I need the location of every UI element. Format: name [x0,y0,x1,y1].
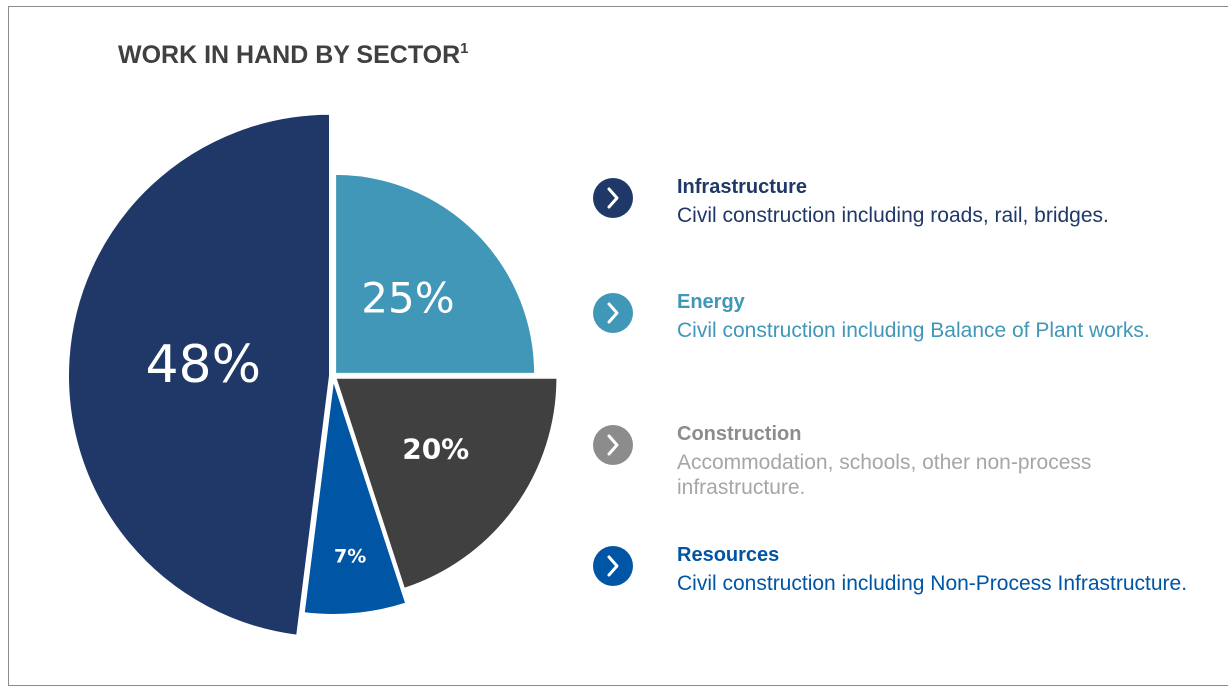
legend-icon [593,425,633,465]
legend-icon [593,546,633,586]
legend-description: Civil construction including roads, rail… [677,204,1109,227]
pie-slice [302,378,408,616]
chart-title: WORK IN HAND BY SECTOR1 [118,40,469,70]
pie-slice [334,172,537,375]
icon-chevron [607,187,619,209]
pie-slice [334,376,559,591]
icon-chevron [607,555,619,577]
data-label: 48% [145,335,261,395]
legend-description: Civil construction including Non-Process… [677,572,1188,595]
icon-circle [593,178,633,218]
icon-chevron [607,302,619,324]
icon-circle [593,546,633,586]
legend-description: Accommodation, schools, other non-proces… [677,451,1092,499]
data-label: 25% [361,274,454,323]
legend-description: Civil construction including Balance of … [677,319,1150,342]
legend-icon [593,178,633,218]
legend-icon [593,293,633,333]
legend-heading: Energy [677,291,745,313]
data-label: 7% [334,546,366,568]
icon-chevron [607,434,619,456]
legend-heading: Infrastructure [677,176,808,198]
pie-slice [67,112,332,637]
pie-chart: 48% 25% 20% 7% [67,112,559,637]
title-text: WORK IN HAND BY SECTOR [118,41,461,69]
page: WORK IN HAND BY SECTOR1 48% 25% 20% 7% Infr… [8,6,1228,686]
icon-circle [593,425,633,465]
title-footnote: 1 [460,40,469,57]
data-label: 20% [402,433,469,466]
legend-heading: Construction [677,423,802,445]
icon-circle [593,293,633,333]
legend-heading: Resources [677,544,780,566]
